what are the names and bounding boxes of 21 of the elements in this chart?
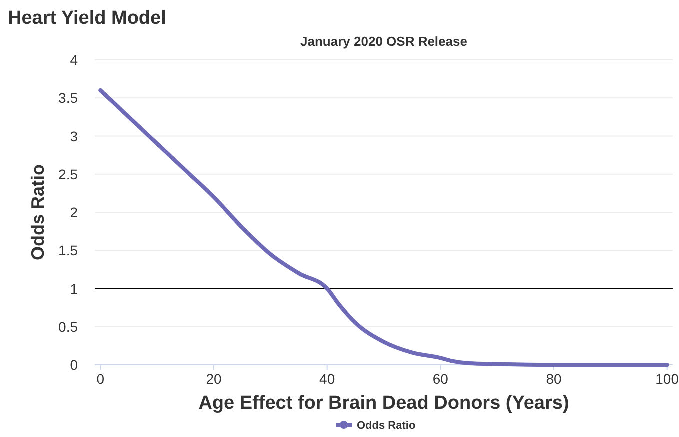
x-tick-label: 20 <box>206 371 222 387</box>
x-tick-label: 0 <box>96 371 105 387</box>
x-tick-label: 100 <box>656 371 679 387</box>
y-tick-label: 2 <box>70 204 78 220</box>
chart-title: Heart Yield Model <box>8 8 166 29</box>
x-axis-title: Age Effect for Brain Dead Donors (Years) <box>198 393 570 414</box>
y-tick-label: 3.5 <box>58 90 78 106</box>
y-tick-label: 0 <box>70 357 78 373</box>
y-axis-title: Odds Ratio <box>28 164 48 261</box>
x-tick-label: 80 <box>546 371 562 387</box>
y-tick-label: 0.5 <box>58 318 78 335</box>
y-tick-label: 4 <box>70 52 78 68</box>
y-tick-label: 3 <box>70 128 78 144</box>
legend-label: Odds Ratio <box>357 420 416 432</box>
x-tick-label: 60 <box>432 371 449 387</box>
chart-subtitle: January 2020 OSR Release <box>300 34 468 49</box>
line-series <box>98 88 670 367</box>
y-tick-label: 1 <box>70 280 78 297</box>
x-tick-label: 40 <box>320 371 336 387</box>
y-tick-label: 1.5 <box>58 242 78 259</box>
y-tick-label: 2.5 <box>58 166 78 182</box>
